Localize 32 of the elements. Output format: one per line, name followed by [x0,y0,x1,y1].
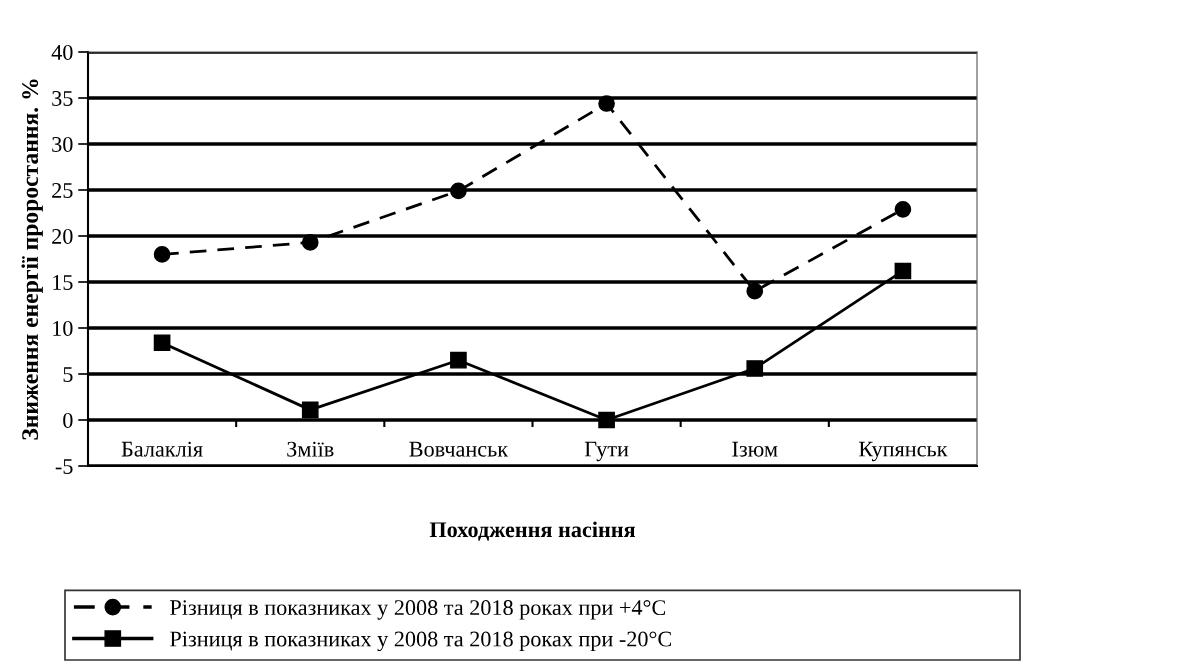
point [894,262,912,280]
point [598,95,615,112]
y-tick-label: 20 [52,228,73,244]
y-tick-label: 0 [63,412,73,428]
y-tick-label: 10 [53,320,73,336]
y-tick-label: 40 [51,44,73,60]
legend-label: Різниця в показниках у 2008 та 2018 роках при +4°C [170,600,666,620]
point [153,246,171,263]
y-tick-label: 35 [52,90,73,106]
y-tick-label: 5 [63,367,73,382]
point [746,360,764,377]
x-tick-label: Балаклія [121,441,203,457]
y-tick-label: 30 [52,136,73,152]
y-tick-label: 25 [52,182,73,198]
x-tick-label: Вовчанськ [409,441,509,457]
point [153,334,171,352]
x-tick-label: Купянськ [859,441,948,462]
point [894,200,912,218]
x-tick-label: Ізюм [732,441,778,457]
point [301,401,319,419]
y-tick-label: -5 [55,459,73,474]
point [301,234,319,251]
x-tick-label: Зміїв [287,441,334,457]
point [746,282,764,300]
legend-label: Різниця в показниках у 2008 та 2018 роках при -20°C [170,631,671,652]
x-axis-title: Походження насіння [429,521,636,541]
y-axis-title: Зниження енергії проростання. % [21,79,43,440]
point [450,182,467,200]
y-tick-label: 15 [53,275,73,290]
point [450,351,467,369]
point [598,411,615,429]
x-tick-label: Гути [584,441,629,462]
